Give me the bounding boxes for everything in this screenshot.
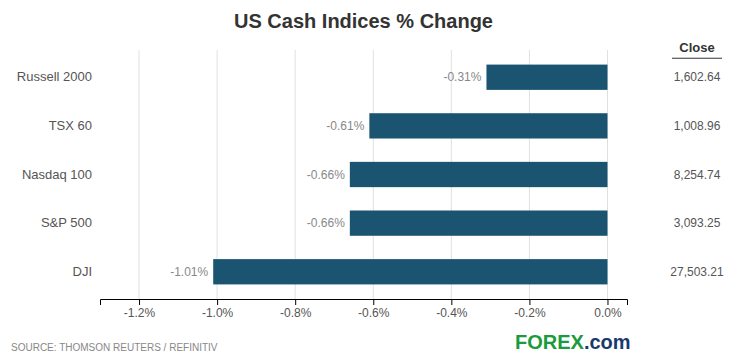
annotation: FOREX xyxy=(515,331,585,353)
category-label: Russell 2000 xyxy=(17,69,92,84)
x-tick-mark xyxy=(373,299,374,305)
close-underline xyxy=(672,58,722,59)
close-header: Close xyxy=(679,40,714,55)
x-tick: 0.0% xyxy=(594,299,622,320)
bars xyxy=(213,65,607,285)
x-axis: -1.2% -1.0% -0.8% -0.6% -0.4% -0.2% 0.0% xyxy=(101,299,628,320)
category-label: TSX 60 xyxy=(49,118,92,133)
close-value: 1,008.96 xyxy=(674,119,721,133)
x-tick-label: -0.2% xyxy=(514,306,546,320)
x-tick-label: -0.6% xyxy=(358,306,390,320)
category-label: DJI xyxy=(73,264,93,279)
x-tick: -0.2% xyxy=(514,299,546,320)
bar xyxy=(213,259,607,284)
category-label: Nasdaq 100 xyxy=(22,167,92,182)
y-axis: Russell 2000 TSX 60 Nasdaq 100 S&P 500 DJI xyxy=(17,69,100,279)
y-tick: Nasdaq 100 xyxy=(22,167,100,182)
close-value: 1,602.64 xyxy=(674,70,721,84)
x-tick-label: 0.0% xyxy=(594,306,622,320)
x-tick-mark xyxy=(607,299,608,305)
bar xyxy=(369,113,607,138)
x-tick: -0.8% xyxy=(280,299,312,320)
x-tick-mark xyxy=(451,299,452,305)
category-label: S&P 500 xyxy=(41,215,92,230)
close-value: 3,093.25 xyxy=(674,216,721,230)
y-tick: Russell 2000 xyxy=(17,69,100,84)
x-tick-label: -1.0% xyxy=(202,306,234,320)
bar xyxy=(350,210,608,235)
x-tick-mark xyxy=(217,299,218,305)
data-label: -0.61% xyxy=(326,119,364,133)
close-value: 27,503.21 xyxy=(670,265,724,279)
title: US Cash Indices % Change xyxy=(234,10,493,32)
data-label: -0.66% xyxy=(307,168,345,182)
x-axis-line xyxy=(101,300,628,306)
x-tick: -0.6% xyxy=(358,299,390,320)
x-tick-label: -1.2% xyxy=(124,306,156,320)
data-labels: -0.31% -0.61% -0.66% -0.66% -1.01% xyxy=(170,70,482,279)
y-tick: DJI xyxy=(73,264,101,279)
bar xyxy=(350,162,608,187)
x-tick-mark xyxy=(295,299,296,305)
data-label: -0.66% xyxy=(307,216,345,230)
x-tick: -0.4% xyxy=(436,299,468,320)
x-tick: -1.2% xyxy=(124,299,156,320)
annotation: .com xyxy=(584,331,631,353)
x-tick-label: -0.8% xyxy=(280,306,312,320)
logo: FOREX.com xyxy=(515,331,631,353)
x-tick: -1.0% xyxy=(202,299,234,320)
grid xyxy=(139,50,607,299)
x-tick-label: -0.4% xyxy=(436,306,468,320)
close-values: 1,602.64 1,008.96 8,254.74 3,093.25 27,503.2… xyxy=(670,70,724,279)
close-value: 8,254.74 xyxy=(674,168,721,182)
source: SOURCE: THOMSON REUTERS / REFINITIV xyxy=(11,342,218,353)
data-label: -0.31% xyxy=(443,70,481,84)
bar xyxy=(486,65,607,90)
x-tick-mark xyxy=(529,299,530,305)
x-tick-mark xyxy=(139,299,140,305)
data-label: -1.01% xyxy=(170,265,208,279)
chart: US Cash Indices % Change-1.2%-1.0%-0.8%-… xyxy=(0,0,752,361)
grid-line xyxy=(139,50,140,299)
y-tick: TSX 60 xyxy=(49,118,100,133)
y-tick: S&P 500 xyxy=(41,215,100,230)
